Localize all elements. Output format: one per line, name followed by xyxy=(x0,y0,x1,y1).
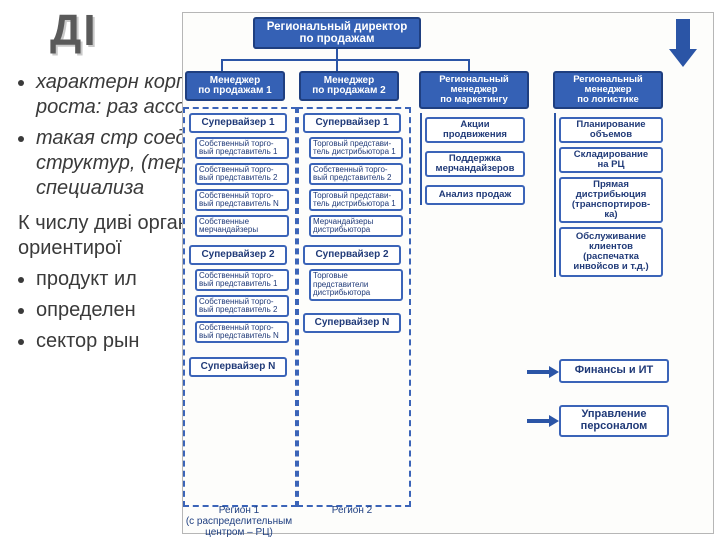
col2-sv1: Супервайзер 1 xyxy=(303,113,401,133)
node-log: Региональныйменеджерпо логистике xyxy=(553,71,663,109)
side-box-fin-it: Финансы и ИТ xyxy=(559,359,669,383)
col2-leaf: Собственный торго-вый представитель 2 xyxy=(309,163,403,185)
col1-leaf: Собственный торго-вый представитель 2 xyxy=(195,163,289,185)
arrow-tip xyxy=(549,415,559,427)
node-mkt: Региональныйменеджерпо маркетингу xyxy=(419,71,529,109)
connector xyxy=(221,59,469,61)
node-root: Региональный директорпо продажам xyxy=(253,17,421,49)
col1-svN: Супервайзер N xyxy=(189,357,287,377)
col1-leaf: Собственный торго-вый представитель 1 xyxy=(195,137,289,159)
connector xyxy=(221,59,223,71)
connector xyxy=(527,370,551,374)
col2-leaf: Торговый представи-тель дистрибьютора 1 xyxy=(309,137,403,159)
connector xyxy=(336,59,338,71)
region1-label: Регион 1(с распределительнымцентром – РЦ… xyxy=(183,505,295,538)
col1-leaf: Собственныемерчандайзеры xyxy=(195,215,289,237)
mkt-item: Анализ продаж xyxy=(425,185,525,205)
node-mgr2: Менеджерпо продажам 2 xyxy=(299,71,399,101)
col2-leaf: Торговый представи-тель дистрибьютора 1 xyxy=(309,189,403,211)
slide-root: ДІ характерн корпорати роста: раз ассорт… xyxy=(0,0,720,540)
connector xyxy=(336,49,338,59)
col1-leaf: Собственный торго-вый представитель N xyxy=(195,189,289,211)
node-mgr1: Менеджерпо продажам 1 xyxy=(185,71,285,101)
connector xyxy=(468,59,470,71)
mkt-item: Поддержкамерчандайзеров xyxy=(425,151,525,177)
log-item: Обслуживаниеклиентов(распечаткаинвойсов … xyxy=(559,227,663,277)
col1-sv1: Супервайзер 1 xyxy=(189,113,287,133)
mkt-item: Акциипродвижения xyxy=(425,117,525,143)
col1-leaf: Собственный торго-вый представитель 1 xyxy=(195,269,289,291)
col2-sv2: Супервайзер 2 xyxy=(303,245,401,265)
log-item: Прямаядистрибьюция(транспортиров-ка) xyxy=(559,177,663,223)
log-item: Планированиеобъемов xyxy=(559,117,663,143)
side-box-hr: Управлениеперсоналом xyxy=(559,405,669,437)
region2-label: Регион 2 xyxy=(297,505,407,516)
slide-title: ДІ xyxy=(50,6,98,56)
connector xyxy=(420,113,422,205)
arrow-tip xyxy=(549,366,559,378)
big-arrow-in xyxy=(676,19,690,49)
org-chart-diagram: Региональный директорпо продажам Менедже… xyxy=(182,12,714,534)
col2-leaf: Мерчандайзерыдистрибьютора xyxy=(309,215,403,237)
col1-sv2: Супервайзер 2 xyxy=(189,245,287,265)
col2-leaf: Торговыепредставителидистрибьютора xyxy=(309,269,403,301)
connector xyxy=(554,113,556,277)
col1-leaf: Собственный торго-вый представитель 2 xyxy=(195,295,289,317)
connector xyxy=(527,419,551,423)
log-item: Складированиена РЦ xyxy=(559,147,663,173)
big-arrow-in-tip xyxy=(669,49,697,67)
col2-svN: Супервайзер N xyxy=(303,313,401,333)
col1-leaf: Собственный торго-вый представитель N xyxy=(195,321,289,343)
